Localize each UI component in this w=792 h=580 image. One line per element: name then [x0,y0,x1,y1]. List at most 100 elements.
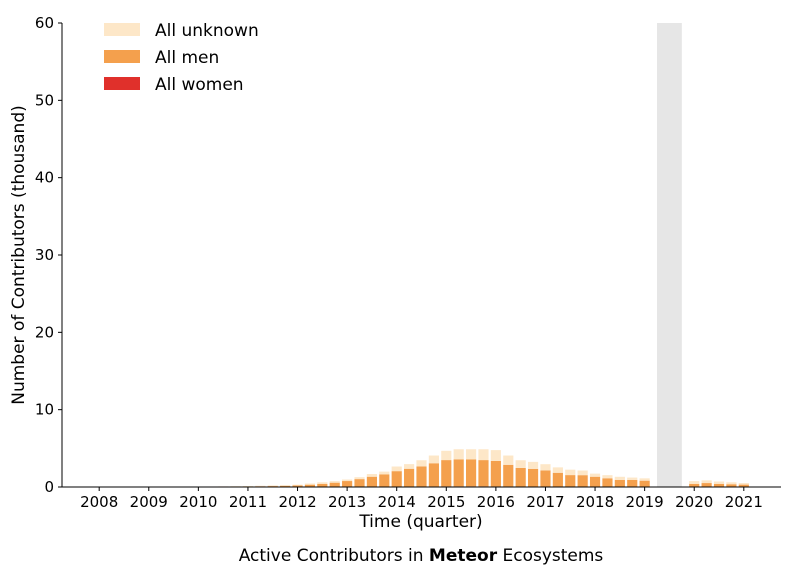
bar-all-unknown [490,450,501,461]
bar-all-unknown [354,477,365,480]
bar-all-unknown [713,481,725,484]
x-tick-label: 2009 [130,493,168,511]
bar-all-men [627,479,638,487]
bar-all-unknown [602,475,613,479]
x-tick-label: 2020 [675,493,713,511]
bar-all-men [726,484,737,487]
bar-all-unknown [404,464,415,469]
bar-all-unknown [689,481,700,484]
bar-all-unknown [639,478,650,481]
y-axis-label: Number of Contributors (thousand) [9,105,29,405]
bar-all-men [738,484,749,487]
bar-all-men [317,483,328,487]
bar-all-unknown [280,485,291,486]
bar-all-unknown [230,486,241,487]
caption-suffix: Ecosystems [497,546,604,566]
y-tick-label: 0 [44,478,54,496]
bar-all-men [379,474,390,487]
bar-all-unknown [441,450,452,461]
bar-all-men [404,468,415,487]
bar-all-unknown [267,485,278,487]
caption-prefix: Active Contributors in [238,546,429,566]
bar-all-men [342,481,353,487]
legend-swatch [104,23,140,36]
bar-all-unknown [255,485,266,487]
bar-all-unknown [565,469,576,476]
bar-all-men [478,460,489,487]
bar-all-men [515,467,526,487]
bar-all-unknown [317,482,328,484]
bar-all-unknown [515,460,526,468]
bar-all-unknown [379,471,390,475]
bar-all-unknown [701,480,712,484]
y-tick-label: 50 [35,91,54,109]
bar-all-men [701,483,712,487]
bar-all-unknown [366,474,377,477]
bar-all-men [329,482,340,487]
legend-swatch [104,50,140,63]
axes: 0 10 20 30 40 50 60 2008 2009 2010 2011 2012 2013 201… [35,14,781,511]
x-axis-label: Time (quarter) [358,512,482,532]
bar-all-unknown [527,461,539,469]
x-tick-label: 2017 [526,493,564,511]
bar-all-men [490,460,501,487]
bar-all-men [527,468,539,487]
x-tick-label: 2021 [725,493,763,511]
bar-all-unknown [342,479,353,482]
legend-label: All unknown [155,21,259,41]
y-tick-label: 30 [35,246,54,264]
bar-all-men [441,460,452,487]
bar-all-men [589,476,601,487]
bar-all-men [292,485,303,487]
bar-all-unknown [577,470,588,476]
bar-all-unknown [540,464,551,471]
bar-all-unknown [391,466,402,472]
x-tick-label: 2015 [427,493,465,511]
bar-all-unknown [478,449,489,461]
bar-all-unknown [503,455,514,465]
y-tick-label: 20 [35,323,54,341]
legend: All unknown All men All women [104,21,259,95]
bar-all-men [614,479,625,487]
bar-all-men [540,470,551,487]
bar-all-men [428,463,439,487]
bar-all-men [552,472,563,487]
x-tick-label: 2013 [328,493,366,511]
bar-all-men [453,459,464,487]
x-tick-label: 2018 [576,493,614,511]
caption-ecosystem-name: Meteor [428,546,498,566]
bar-all-unknown [242,485,254,487]
y-tick-label: 10 [35,401,54,419]
x-tick-label: 2014 [378,493,416,511]
bar-all-men [391,471,402,487]
bar-all-men [639,480,650,487]
legend-swatch [104,77,140,90]
bar-all-men [280,485,291,487]
bar-all-men [713,483,725,487]
bar-all-unknown [292,484,303,486]
bar-all-unknown [416,460,427,467]
bar-all-men [466,459,477,487]
bar-all-men [577,475,588,487]
bar-all-men [689,483,700,487]
bar-all-men [503,464,514,487]
bar-all-unknown [589,473,601,477]
shaded-gap-region [657,23,682,487]
bar-all-unknown [466,449,477,460]
legend-label: All women [155,75,244,95]
x-tick-label: 2010 [179,493,217,511]
x-tick-label: 2016 [477,493,515,511]
bar-all-men [366,476,377,487]
bar-all-men [304,484,316,487]
legend-label: All men [155,48,219,68]
bar-all-unknown [738,483,749,485]
y-tick-label: 60 [35,14,54,32]
bar-all-men [602,478,613,487]
bar-all-men [354,479,365,487]
bar-all-unknown [627,477,638,480]
x-tick-label: 2011 [229,493,267,511]
x-tick-label: 2008 [80,493,118,511]
bar-all-unknown [726,482,737,485]
